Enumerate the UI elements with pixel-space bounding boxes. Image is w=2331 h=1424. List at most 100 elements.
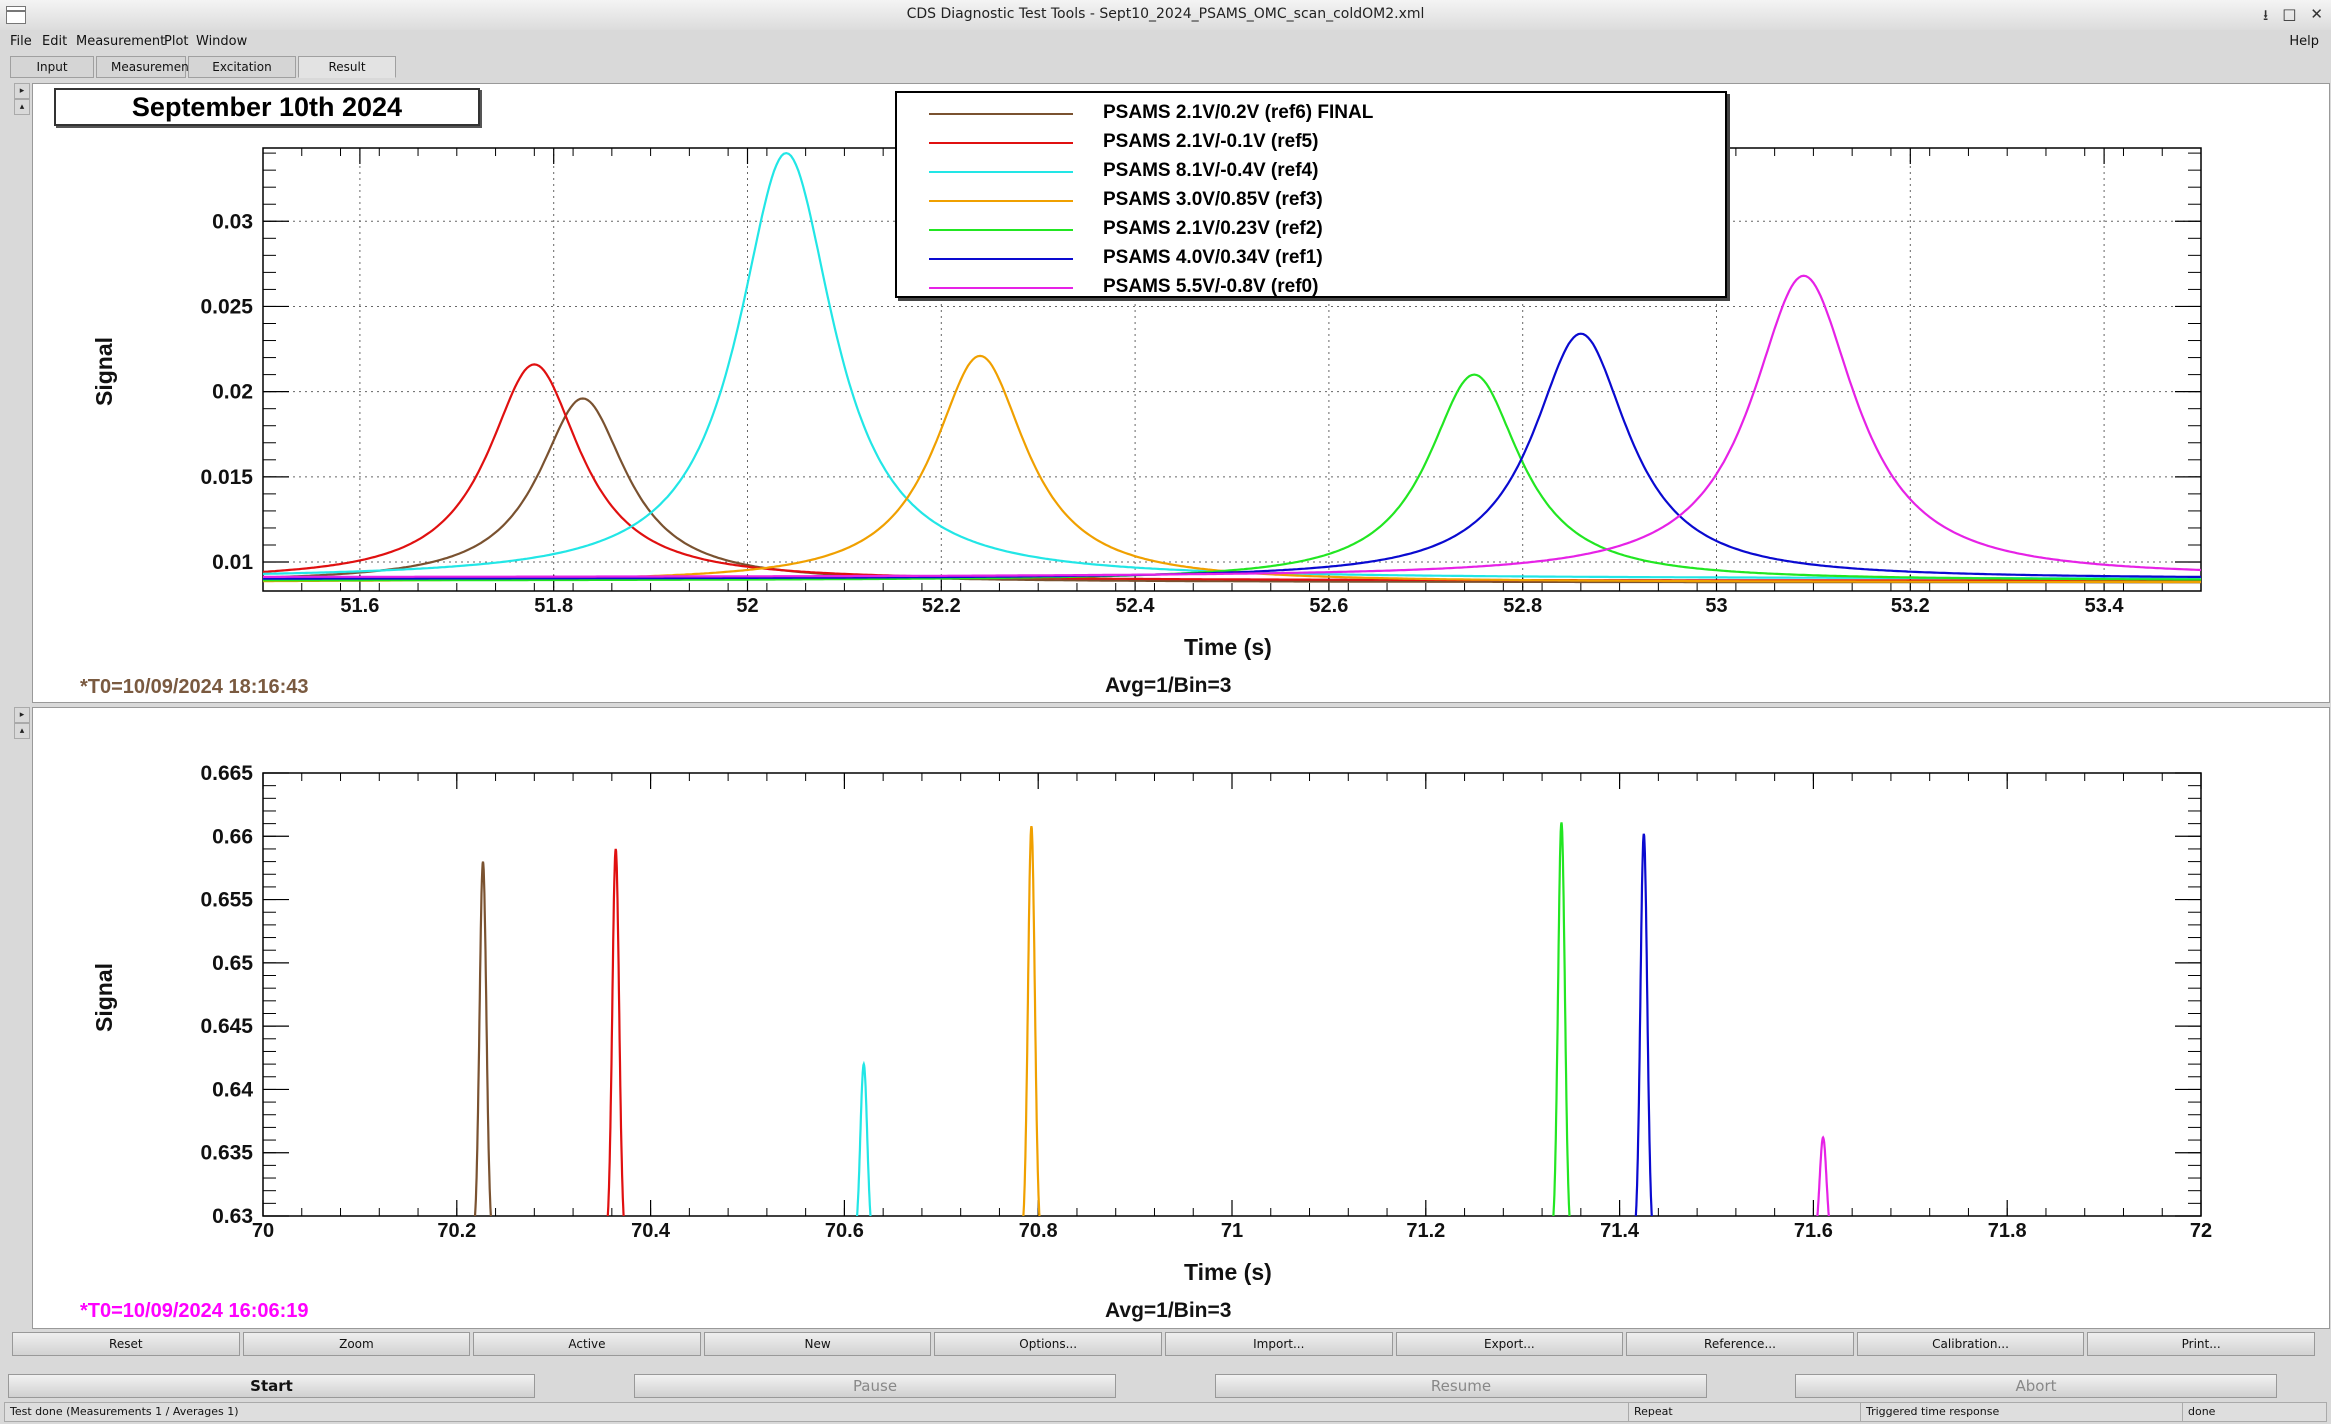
menu-window[interactable]: Window <box>196 34 248 49</box>
status-type: Triggered time response <box>1860 1402 2185 1422</box>
y-tick-label: 0.02 <box>212 381 253 404</box>
resume-button[interactable]: Resume <box>1215 1374 1707 1398</box>
tab-result[interactable]: Result <box>298 56 396 78</box>
calibration-button[interactable]: Calibration... <box>1856 1332 2085 1356</box>
print-button[interactable]: Print... <box>2087 1332 2315 1356</box>
app-icon <box>6 6 26 24</box>
legend-label: PSAMS 2.1V/-0.1V (ref5) <box>1103 131 1319 152</box>
bottom-plot-canvas[interactable]: 70 70.2 70.4 70.6 70.8 71 71.2 71.4 71.6 71.8 72 0.… <box>33 708 2329 1328</box>
menu-help[interactable]: Help <box>2289 34 2319 49</box>
y-tick-label: 0.66 <box>212 825 253 848</box>
x-tick-label: 52.4 <box>1116 595 1156 617</box>
reference-button[interactable]: Reference... <box>1626 1332 1854 1356</box>
legend-swatch <box>929 287 1073 289</box>
x-tick-label: 70.6 <box>825 1220 864 1242</box>
status-bar: Test done (Measurements 1 / Averages 1) … <box>0 1400 2331 1424</box>
x-tick-label: 72 <box>2190 1220 2212 1242</box>
legend-swatch <box>929 200 1073 202</box>
bottom-xlabel: Time (s) <box>1184 1259 1272 1285</box>
reset-button[interactable]: Reset <box>12 1332 240 1356</box>
series-line-5 <box>263 332 2201 580</box>
import-button[interactable]: Import... <box>1164 1332 1393 1356</box>
legend-label: PSAMS 8.1V/-0.4V (ref4) <box>1103 160 1319 181</box>
options-button[interactable]: Options... <box>934 1332 1162 1356</box>
top-plot-canvas[interactable]: 51.6 51.8 52 52.2 52.4 52.6 52.8 53 53.2 53.4 0.01… <box>33 84 2329 702</box>
legend-swatch <box>929 113 1073 115</box>
x-tick-label: 51.8 <box>534 595 573 617</box>
tab-measurement[interactable]: Measurement <box>96 56 193 78</box>
bottom-avg-label: Avg=1/Bin=3 <box>1105 1299 1232 1322</box>
plot-frame <box>262 772 2202 1217</box>
x-tick-label: 52.6 <box>1309 595 1348 617</box>
legend-entry: PSAMS 2.1V/0.2V (ref6) FINAL <box>897 99 1725 128</box>
tab-input[interactable]: Input <box>10 56 94 78</box>
start-button[interactable]: Start <box>8 1374 535 1398</box>
y-tick-label: 0.655 <box>200 889 253 912</box>
active-button[interactable]: Active <box>473 1332 701 1356</box>
x-tick-label: 70 <box>252 1220 274 1242</box>
menu-file[interactable]: File <box>10 34 32 49</box>
y-tick-label: 0.63 <box>212 1205 253 1228</box>
bottom-ylabel: Signal <box>91 962 117 1032</box>
abort-button[interactable]: Abort <box>1795 1374 2277 1398</box>
pause-button[interactable]: Pause <box>634 1374 1116 1398</box>
close-icon[interactable]: ✕ <box>2310 5 2323 23</box>
x-tick-label: 70.8 <box>1019 1220 1058 1242</box>
status-state: done <box>2182 1402 2327 1422</box>
menu-measurement[interactable]: Measurement <box>76 34 166 49</box>
legend-swatch <box>929 229 1073 231</box>
x-tick-label: 71.8 <box>1988 1220 2027 1242</box>
legend-swatch <box>929 171 1073 173</box>
y-tick-label: 0.025 <box>200 295 253 318</box>
pad-expand-arrow[interactable]: ▸ <box>14 83 30 99</box>
new-button[interactable]: New <box>703 1332 932 1356</box>
window-title: CDS Diagnostic Test Tools - Sept10_2024_… <box>906 6 1425 22</box>
x-tick-label: 71 <box>1221 1220 1243 1242</box>
legend-entry: PSAMS 2.1V/0.23V (ref2) <box>897 215 1725 244</box>
export-button[interactable]: Export... <box>1395 1332 1624 1356</box>
series-line-6 <box>1816 1135 1830 1216</box>
top-xlabel: Time (s) <box>1184 634 1272 660</box>
series-line-2 <box>855 1060 872 1216</box>
y-tick-label: 0.015 <box>200 466 253 489</box>
legend-entry: PSAMS 8.1V/-0.4V (ref4) <box>897 157 1725 186</box>
series-line-5 <box>1634 833 1653 1216</box>
legend-label: PSAMS 5.5V/-0.8V (ref0) <box>1103 276 1319 297</box>
pad-expand-arrow-2[interactable]: ▸ <box>14 707 30 723</box>
legend-swatch <box>929 258 1073 260</box>
date-label: September 10th 2024 <box>54 88 480 126</box>
maximize-icon[interactable]: □ <box>2282 5 2297 23</box>
y-tick-label: 0.645 <box>200 1015 253 1038</box>
y-tick-label: 0.03 <box>212 210 253 233</box>
x-tick-label: 52 <box>736 595 758 617</box>
legend-label: PSAMS 4.0V/0.34V (ref1) <box>1103 247 1323 268</box>
series-line-4 <box>1552 822 1571 1216</box>
bottom-plot-pad[interactable]: 70 70.2 70.4 70.6 70.8 71 71.2 71.4 71.6 71.8 72 0.… <box>32 707 2330 1329</box>
status-message: Test done (Measurements 1 / Averages 1) <box>4 1402 1631 1422</box>
minimize-icon[interactable]: ⭳ <box>2262 6 2269 24</box>
x-tick-label: 53.2 <box>1891 595 1930 617</box>
status-mode: Repeat <box>1628 1402 1863 1422</box>
x-tick-label: 52.2 <box>922 595 961 617</box>
top-plot-legend: PSAMS 2.1V/0.2V (ref6) FINAL PSAMS 2.1V/-… <box>895 91 1727 298</box>
series-line-6 <box>263 274 2201 578</box>
legend-swatch <box>929 142 1073 144</box>
bottom-t0-label: *T0=10/09/2024 16:06:19 <box>80 1300 309 1322</box>
pad-collapse-arrow[interactable]: ▴ <box>14 99 30 115</box>
legend-entry: PSAMS 3.0V/0.85V (ref3) <box>897 186 1725 215</box>
x-tick-label: 53.4 <box>2085 595 2125 617</box>
top-ylabel: Signal <box>91 336 117 406</box>
legend-label: PSAMS 3.0V/0.85V (ref3) <box>1103 189 1323 210</box>
menu-plot[interactable]: Plot <box>164 34 189 49</box>
menu-edit[interactable]: Edit <box>42 34 68 49</box>
zoom-button[interactable]: Zoom <box>242 1332 471 1356</box>
x-tick-label: 51.6 <box>340 595 379 617</box>
legend-label: PSAMS 2.1V/0.2V (ref6) FINAL <box>1103 102 1374 123</box>
pad-collapse-arrow-2[interactable]: ▴ <box>14 723 30 739</box>
legend-label: PSAMS 2.1V/0.23V (ref2) <box>1103 218 1323 239</box>
x-tick-label: 71.6 <box>1794 1220 1833 1242</box>
x-tick-label: 70.2 <box>437 1220 476 1242</box>
tab-excitation[interactable]: Excitation <box>188 56 296 78</box>
series-line-0 <box>473 861 492 1216</box>
x-tick-label: 71.2 <box>1406 1220 1445 1242</box>
